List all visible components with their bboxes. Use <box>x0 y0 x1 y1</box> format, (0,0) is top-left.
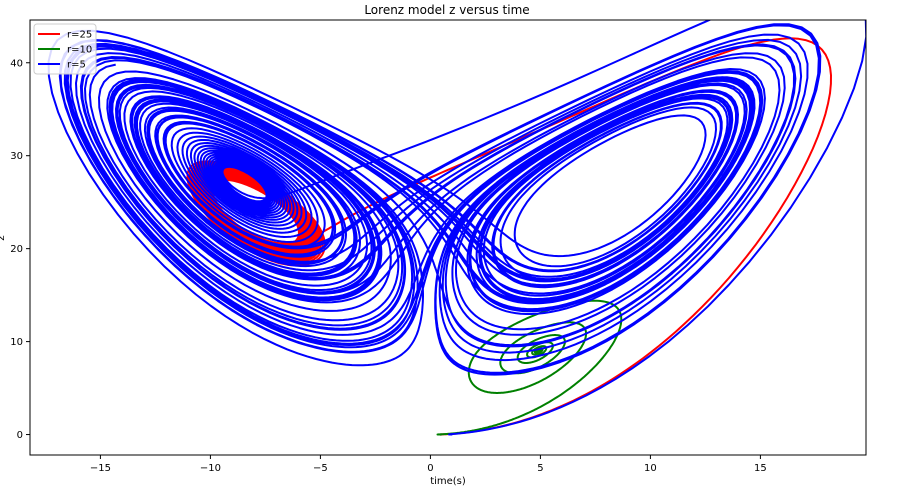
series-line-r-10 <box>436 299 623 436</box>
x-tick-label: 15 <box>754 463 767 474</box>
y-tick-label: 40 <box>10 58 23 69</box>
x-tick-label: −5 <box>313 463 328 474</box>
y-tick-label: 10 <box>10 337 23 348</box>
y-tick-label: 0 <box>17 430 23 441</box>
series-line-r-5 <box>47 20 866 436</box>
x-tick-label: 10 <box>644 463 657 474</box>
y-axis-label: z <box>0 235 7 240</box>
y-tick-label: 30 <box>10 151 23 162</box>
legend-label: r=5 <box>67 60 86 71</box>
x-tick-label: −15 <box>90 463 111 474</box>
y-tick-label: 20 <box>10 244 23 255</box>
x-tick-label: 0 <box>427 463 433 474</box>
chart-title: Lorenz model z versus time <box>364 3 529 17</box>
plot-frame <box>29 19 867 456</box>
legend-box <box>33 23 97 75</box>
legend: r=25 r=10 r=5 <box>33 23 97 75</box>
x-axis-label: time(s) <box>430 476 466 487</box>
legend-label: r=25 <box>67 30 92 41</box>
x-axis: −15 −10 −5 0 5 10 15 <box>90 455 767 474</box>
x-tick-label: −10 <box>200 463 221 474</box>
legend-label: r=10 <box>67 45 92 56</box>
y-axis: 0 10 20 30 40 <box>10 58 30 441</box>
x-tick-label: 5 <box>537 463 543 474</box>
